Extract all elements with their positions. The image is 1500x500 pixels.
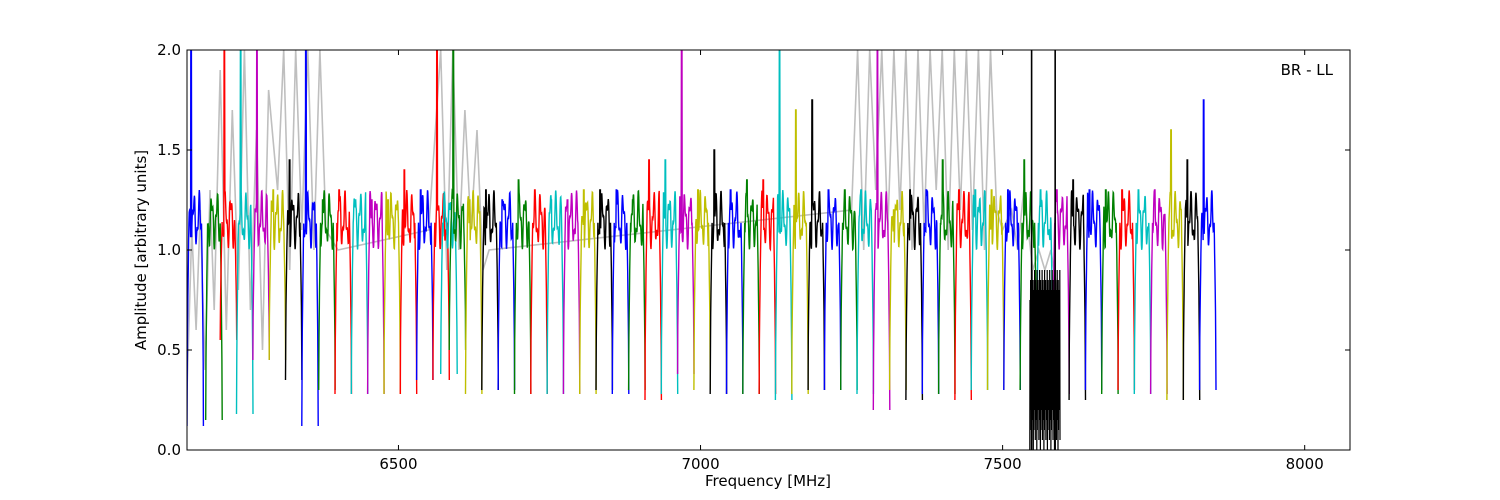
series-line-46 [905,189,924,401]
series-line-40 [807,99,826,391]
series-line-3 [219,50,238,341]
series-line-19 [464,190,483,395]
series-line-24 [546,190,565,395]
y-tick-label: 0.5 [157,341,181,359]
series-line-53 [1019,159,1038,391]
y-tick-label: 1.5 [157,141,181,159]
x-tick-label: 7500 [984,455,1022,473]
series-line-42 [840,189,858,391]
series-line-38 [774,50,793,401]
y-tick-label: 2.0 [157,41,181,59]
series-line-37 [758,179,777,395]
series-line-39 [791,109,809,395]
x-tick-label: 8000 [1286,455,1324,473]
background-series-line [187,50,1058,391]
series-line-15 [415,189,434,381]
series-line-51 [986,189,1005,391]
series-line-44 [872,50,891,411]
series-line-34 [709,149,728,395]
series-line-10 [334,189,353,395]
y-axis-label: Amplitude [arbitrary units] [132,150,150,350]
series-line-5 [252,50,270,361]
series-line-27 [595,189,614,391]
series-line-54 [1035,189,1054,395]
series-line-47 [921,189,940,395]
series-line-50 [970,189,989,391]
series-line-62 [1166,129,1185,401]
series-line-18 [448,50,467,351]
x-tick-label: 7000 [681,455,719,473]
series-line-60 [1133,189,1152,395]
series-line-25 [562,190,581,395]
y-tick-label: 0.0 [157,441,181,459]
chart-annotation: BR - LL [1281,61,1334,79]
series-line-13 [383,191,402,395]
series-line-6 [268,189,287,361]
series-line-9 [318,190,336,391]
series-line-11 [350,192,369,395]
series-line-48 [937,159,956,395]
series-line-26 [579,189,597,395]
series-line-36 [742,179,760,395]
series-line-4 [235,50,254,415]
x-tick-label: 6500 [379,455,417,473]
series-line-8 [301,50,319,427]
series-line-20 [481,189,499,391]
series-line-52 [1003,189,1021,391]
series-line-56 [1068,179,1087,401]
series-line-12 [366,191,385,395]
series-layer [187,50,1217,450]
series-line-49 [954,189,972,401]
series-line-57 [1084,189,1103,391]
series-line-29 [627,189,646,391]
x-axis-label: Frequency [MHz] [705,472,831,490]
series-line-63 [1182,159,1201,401]
series-line-35 [725,189,744,395]
series-line-22 [513,179,532,395]
series-line-28 [611,189,630,395]
series-line-41 [823,189,842,391]
series-line-58 [1101,189,1119,395]
series-line-61 [1149,189,1168,395]
series-line-23 [530,189,548,395]
plot-background [187,50,1350,450]
series-line-32 [676,50,695,375]
series-line-59 [1117,189,1136,391]
series-line-1 [187,50,205,427]
y-tick-label: 1.0 [157,241,181,259]
series-line-43 [856,189,875,395]
series-line-14 [399,169,418,395]
series-line-33 [693,189,711,391]
series-line-31 [660,159,679,395]
series-line-2 [205,192,223,421]
tick-layer: 6500 7000 7500 8000 0.0 0.5 1.0 1.5 2.0 [157,41,1350,473]
series-line-21 [497,190,516,391]
series-line-45 [888,190,907,391]
series-line-7 [284,159,303,381]
series-line-30 [644,159,663,401]
series-line-64 [1198,99,1217,391]
